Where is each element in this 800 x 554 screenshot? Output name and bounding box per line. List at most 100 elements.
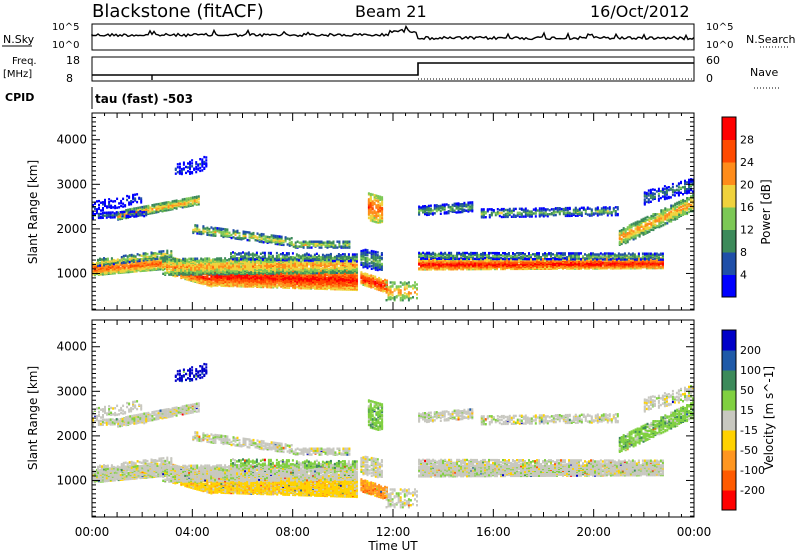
power-cell-2 bbox=[206, 280, 209, 283]
power-cell-4 bbox=[176, 258, 179, 262]
power-cell-4 bbox=[228, 261, 231, 264]
power-cell-0 bbox=[159, 256, 162, 259]
power-cell-2 bbox=[194, 274, 197, 278]
power-cell-1 bbox=[110, 257, 113, 260]
power-cell-6 bbox=[238, 232, 241, 235]
power-cell-5 bbox=[287, 258, 290, 261]
power-cell-0 bbox=[151, 261, 154, 265]
power-cell-10 bbox=[203, 166, 206, 170]
power-cell-4 bbox=[240, 268, 243, 272]
power-cell-4 bbox=[180, 268, 183, 271]
power-cell-4 bbox=[230, 259, 233, 262]
power-cell-13 bbox=[379, 195, 382, 198]
power-cell-9 bbox=[117, 213, 120, 216]
power-cell-14 bbox=[399, 297, 402, 300]
power-cell-11 bbox=[374, 275, 377, 278]
power-cell-10 bbox=[178, 162, 181, 165]
power-cell-10 bbox=[176, 166, 179, 169]
power-cell-0 bbox=[107, 271, 110, 274]
power-cell-5 bbox=[323, 254, 326, 258]
power-cell-9 bbox=[131, 210, 134, 213]
power-cell-6 bbox=[272, 234, 275, 237]
power-cell-3 bbox=[286, 286, 289, 289]
power-cell-7 bbox=[348, 240, 351, 243]
power-cell-7 bbox=[296, 245, 299, 248]
power-cell-7 bbox=[324, 244, 327, 247]
power-cell-4 bbox=[170, 270, 173, 273]
power-cell-2 bbox=[192, 275, 195, 278]
power-cell-3 bbox=[347, 278, 350, 281]
power-cell-11 bbox=[366, 273, 369, 276]
power-cell-4 bbox=[196, 257, 199, 260]
power-cell-4 bbox=[164, 262, 167, 266]
power-cell-7 bbox=[316, 240, 319, 243]
power-cell-6 bbox=[286, 237, 289, 240]
power-cell-5 bbox=[353, 253, 356, 256]
power-cell-0 bbox=[127, 265, 130, 268]
power-cell-2 bbox=[200, 279, 203, 282]
power-cell-5 bbox=[321, 253, 324, 257]
power-cell-7 bbox=[312, 240, 315, 243]
power-cell-3 bbox=[345, 269, 348, 273]
nsky-tick-bottom: 10^0 bbox=[52, 40, 79, 51]
power-cell-14 bbox=[387, 292, 390, 295]
power-cell-4 bbox=[226, 259, 229, 262]
power-cell-6 bbox=[248, 236, 251, 239]
power-cell-6 bbox=[248, 231, 251, 234]
power-cell-12 bbox=[368, 262, 371, 265]
power-cell-5 bbox=[329, 252, 332, 256]
power-cell-4 bbox=[210, 270, 213, 273]
power-cell-4 bbox=[355, 255, 358, 259]
power-cell-4 bbox=[178, 258, 181, 262]
power-cell-13 bbox=[375, 194, 378, 197]
power-cell-5 bbox=[341, 253, 344, 256]
power-cell-0 bbox=[145, 262, 148, 265]
power-cell-11 bbox=[378, 276, 381, 280]
power-cell-1 bbox=[134, 255, 137, 258]
power-cell-5 bbox=[242, 255, 244, 258]
power-cell-4 bbox=[162, 272, 165, 275]
power-cell-6 bbox=[260, 232, 263, 236]
power-cell-12 bbox=[360, 261, 363, 264]
power-cell-3 bbox=[278, 273, 281, 276]
power-cell-1 bbox=[106, 257, 109, 260]
power-cell-4 bbox=[238, 259, 241, 262]
power-cell-9 bbox=[129, 215, 132, 218]
power-cell-4 bbox=[345, 271, 348, 274]
power-cell-5 bbox=[273, 257, 276, 261]
power-cell-3 bbox=[308, 281, 311, 284]
power-cell-5 bbox=[313, 253, 316, 256]
power-cell-3 bbox=[222, 284, 225, 287]
power-cell-4 bbox=[196, 259, 199, 262]
power-cell-8 bbox=[139, 206, 142, 209]
power-cell-14 bbox=[416, 287, 418, 290]
power-cell-3 bbox=[242, 267, 245, 270]
power-cell-5 bbox=[333, 259, 336, 263]
power-cell-14 bbox=[416, 297, 418, 300]
power-cell-14 bbox=[399, 285, 402, 288]
power-cell-2 bbox=[210, 277, 213, 280]
power-cell-8 bbox=[153, 210, 156, 213]
power-cell-4 bbox=[188, 266, 191, 269]
power-cell-12 bbox=[374, 250, 377, 254]
power-cell-14 bbox=[389, 281, 392, 284]
power-cell-7 bbox=[298, 245, 301, 248]
power-cell-3 bbox=[218, 280, 221, 283]
power-cell-0 bbox=[159, 268, 162, 271]
power-cell-4 bbox=[302, 262, 304, 265]
power-cell-0 bbox=[119, 266, 122, 270]
power-cell-7 bbox=[346, 240, 349, 243]
power-cell-11 bbox=[374, 280, 377, 283]
power-cell-8 bbox=[173, 199, 176, 203]
power-cell-7 bbox=[326, 240, 329, 243]
power-cell-7 bbox=[328, 240, 331, 243]
power-cell-4 bbox=[266, 257, 268, 261]
power-cell-4 bbox=[353, 261, 356, 264]
power-cell-4 bbox=[172, 257, 175, 261]
power-cell-4 bbox=[174, 257, 177, 261]
power-cell-3 bbox=[326, 284, 328, 288]
power-cell-14 bbox=[403, 292, 406, 295]
power-cell-3 bbox=[328, 284, 330, 288]
power-cell-1 bbox=[126, 255, 129, 258]
power-cell-5 bbox=[327, 253, 330, 257]
